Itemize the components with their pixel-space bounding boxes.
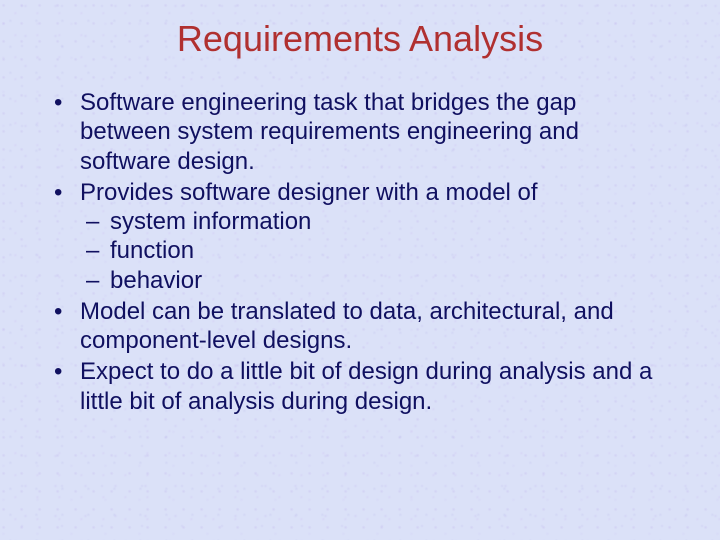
bullet-text: Provides software designer with a model … (80, 179, 538, 206)
sub-bullet-list: system information function behavior (80, 207, 672, 295)
bullet-item: Expect to do a little bit of design duri… (48, 357, 672, 416)
slide: Requirements Analysis Software engineeri… (0, 0, 720, 540)
sub-bullet-item: function (80, 236, 672, 265)
bullet-text: Model can be translated to data, archite… (80, 298, 614, 354)
sub-bullet-text: system information (110, 208, 311, 235)
bullet-text: Expect to do a little bit of design duri… (80, 358, 652, 414)
bullet-list: Software engineering task that bridges t… (48, 88, 672, 416)
sub-bullet-text: function (110, 237, 194, 264)
sub-bullet-item: behavior (80, 266, 672, 295)
sub-bullet-text: behavior (110, 267, 202, 294)
slide-title: Requirements Analysis (0, 0, 720, 60)
bullet-item: Software engineering task that bridges t… (48, 88, 672, 176)
slide-content: Software engineering task that bridges t… (0, 60, 720, 416)
bullet-item: Provides software designer with a model … (48, 178, 672, 295)
sub-bullet-item: system information (80, 207, 672, 236)
bullet-text: Software engineering task that bridges t… (80, 89, 579, 175)
bullet-item: Model can be translated to data, archite… (48, 297, 672, 356)
